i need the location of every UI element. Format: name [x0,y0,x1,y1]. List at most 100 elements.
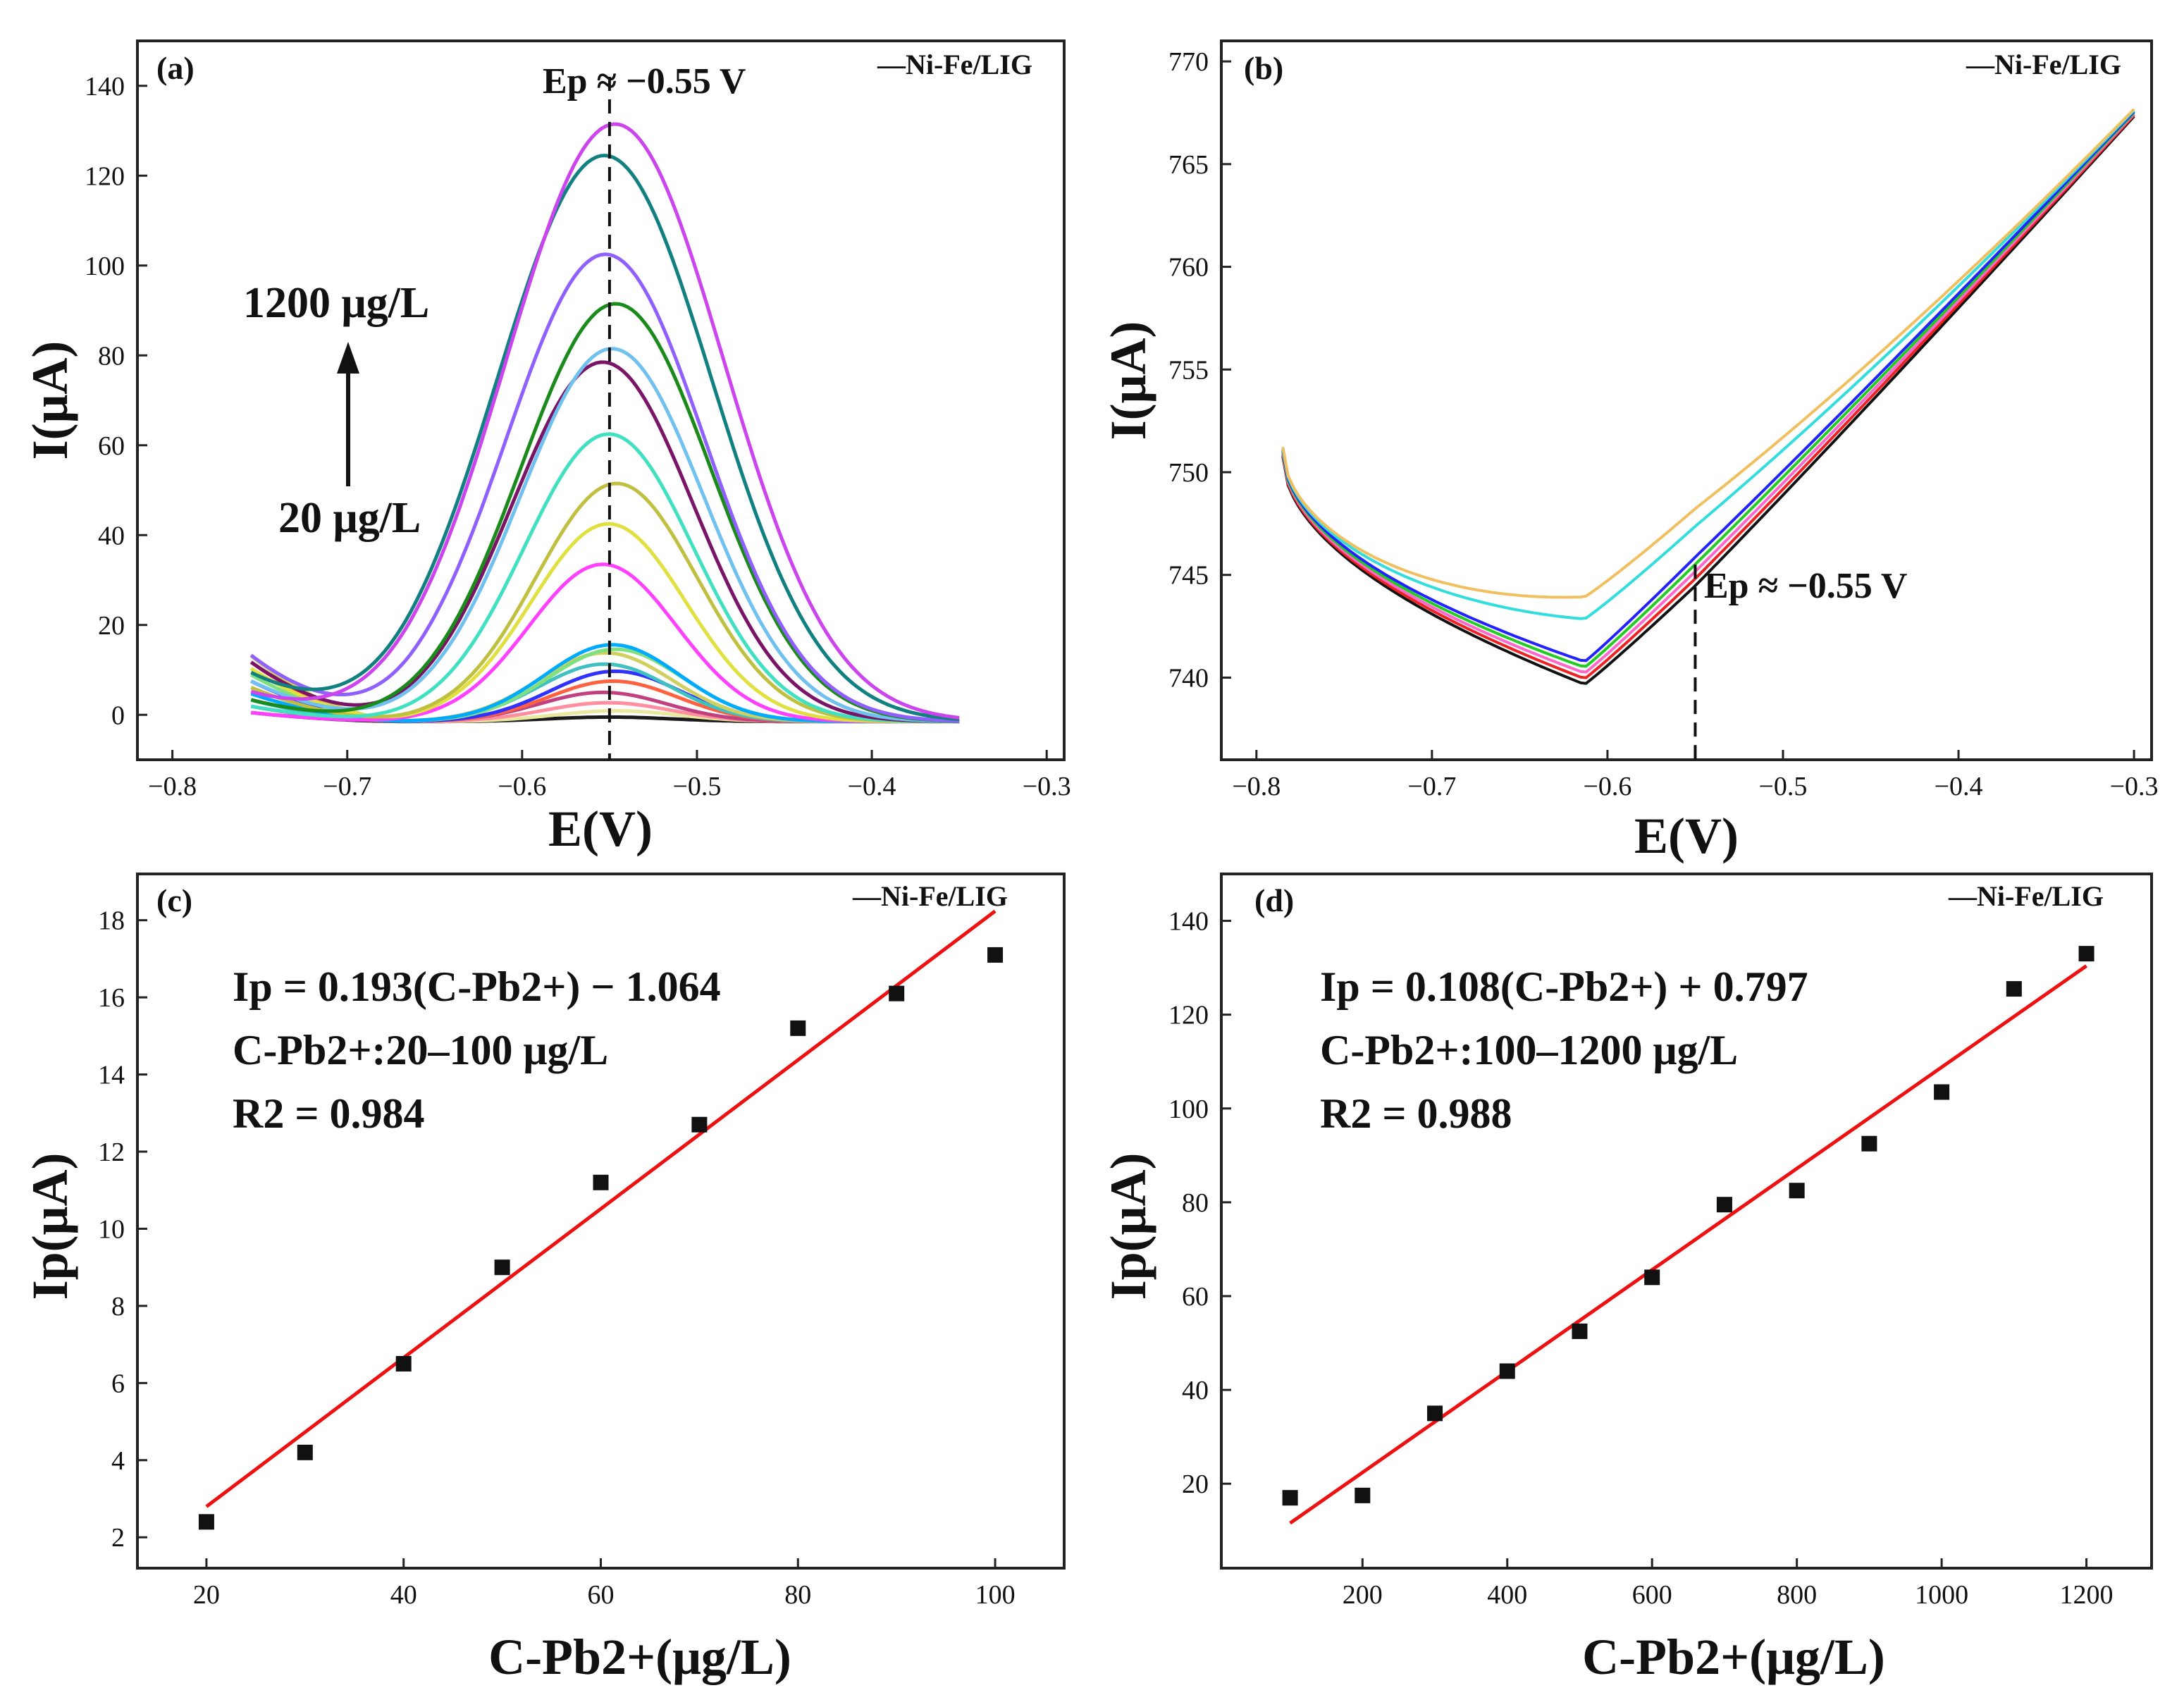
x-axis-label-c: C-Pb2+(μg/L) [488,1629,791,1685]
fit-equation-c: Ip = 0.193(C-Pb2+) − 1.064 [233,963,721,1010]
panel-a: −0.8 −0.7 −0.6 −0.5 −0.4 −0.3 0 20 40 60 80 100 120 1… [22,39,1071,857]
panel-c-ticks: 20 40 60 80 100 2 4 6 8 10 12 14 16 18 [98,906,1016,1610]
voltammogram-curve [251,562,960,724]
y-tick-label: 60 [1182,1282,1209,1312]
fit-equation-d: Ip = 0.108(C-Pb2+) + 0.797 [1320,963,1808,1010]
x-axis-label-a: E(V) [548,801,653,857]
panel-b: −0.8 −0.7 −0.6 −0.5 −0.4 −0.3 740 745 750 755 760 7… [1100,39,2159,864]
x-axis-label-d: C-Pb2+(μg/L) [1582,1629,1885,1685]
y-tick-label: 100 [1168,1095,1209,1124]
panel-label-c: (c) [156,882,192,918]
conc-low-label: 20 μg/L [278,494,421,542]
background-curve [1281,114,2135,679]
panel-d: 200 400 600 800 1000 1200 20 40 60 80 100 120 140 (d… [1100,873,2153,1685]
panel-a-curves [249,122,960,724]
y-tick-label: 120 [1168,1001,1209,1030]
panel-b-curves [1281,108,2135,685]
fit-line [1289,964,2087,1525]
x-tick-label: 800 [1777,1580,1817,1610]
x-tick-label: 400 [1487,1580,1527,1610]
y-tick-label: 4 [111,1446,125,1476]
y-tick-label: 12 [98,1138,125,1167]
x-tick-label: −0.3 [2110,772,2159,801]
data-point [2006,981,2022,997]
x-tick-label: −0.5 [672,772,721,801]
data-point [1572,1323,1588,1339]
panel-d-points [1282,946,2094,1506]
range-text-d: C-Pb2+:100–1200 μg/L [1320,1027,1738,1073]
x-tick-label: −0.6 [498,772,546,801]
y-tick-label: 740 [1168,663,1209,693]
y-tick-label: 140 [85,72,125,101]
panel-c-points [198,947,1004,1530]
data-point [1499,1363,1515,1379]
peak-potential-label-a: Ep ≈ −0.55 V [543,61,746,101]
legend-d: —Ni-Fe/LIG [1948,880,2104,912]
data-point [790,1020,806,1036]
voltammogram-curve [250,302,960,723]
y-tick-label: 100 [85,252,125,281]
background-curve [1281,109,2135,620]
y-tick-label: 16 [98,983,125,1013]
data-point [1789,1183,1805,1199]
data-point [1427,1405,1443,1422]
y-tick-label: 20 [98,611,125,641]
y-tick-label: 2 [111,1523,125,1553]
x-tick-label: 20 [193,1580,220,1610]
legend-c: —Ni-Fe/LIG [852,880,1008,912]
legend-b: —Ni-Fe/LIG [1966,49,2121,80]
voltammogram-curve [250,122,960,720]
y-tick-label: 14 [98,1061,125,1090]
x-tick-label: 600 [1632,1580,1672,1610]
data-point [987,947,1004,963]
r2-text-d: R2 = 0.988 [1320,1090,1512,1137]
voltammogram-curve [249,252,960,723]
x-tick-label: 1000 [1915,1580,1968,1610]
y-tick-label: 770 [1168,47,1209,77]
y-tick-label: 140 [1168,907,1209,937]
y-axis-label-c: Ip(μA) [22,1153,78,1300]
conc-high-label: 1200 μg/L [243,279,429,327]
x-tick-label: 80 [784,1580,811,1610]
panel-label-b: (b) [1244,50,1283,86]
y-tick-label: 6 [111,1369,125,1398]
x-axis-label-b: E(V) [1634,808,1739,864]
voltammogram-curve [250,432,960,724]
data-point [2078,946,2094,962]
data-point [593,1174,609,1190]
x-tick-label: −0.4 [1935,772,1983,801]
data-point [1934,1084,1950,1100]
y-tick-label: 80 [1182,1188,1209,1218]
x-tick-label: −0.8 [148,772,197,801]
x-tick-label: −0.4 [848,772,896,801]
peak-potential-label-b: Ep ≈ −0.55 V [1704,566,1907,606]
data-point [889,985,905,1002]
panel-d-ticks: 200 400 600 800 1000 1200 20 40 60 80 100 120 140 [1168,907,2114,1610]
x-tick-label: −0.6 [1583,772,1631,801]
background-curve [1281,111,2135,668]
background-curve [1281,108,2135,599]
background-curve [1281,115,2135,685]
x-tick-label: 100 [975,1580,1016,1610]
r2-text-c: R2 = 0.984 [233,1090,425,1137]
x-tick-label: 40 [390,1580,417,1610]
panel-b-ticks: −0.8 −0.7 −0.6 −0.5 −0.4 −0.3 740 745 750 755 760 7… [1168,47,2159,801]
y-tick-label: 60 [98,431,125,461]
background-curve [1281,113,2135,674]
data-point [297,1444,313,1460]
y-axis-label-a: I(μA) [22,341,78,460]
data-point [1861,1135,1877,1152]
y-tick-label: 40 [1182,1376,1209,1405]
x-tick-label: −0.7 [323,772,371,801]
range-text-c: C-Pb2+:20–100 μg/L [233,1027,608,1073]
y-tick-label: 120 [85,161,125,191]
x-tick-label: 60 [588,1580,615,1610]
y-axis-label-b: I(μA) [1100,321,1156,440]
x-tick-label: −0.5 [1759,772,1808,801]
data-point [691,1116,708,1133]
y-tick-label: 765 [1168,150,1209,180]
y-axis-label-d: Ip(μA) [1100,1153,1156,1300]
panel-c: 20 40 60 80 100 2 4 6 8 10 12 14 16 18 (c) —Ni-Fe/LIG… [22,873,1066,1685]
data-point [1355,1487,1371,1503]
